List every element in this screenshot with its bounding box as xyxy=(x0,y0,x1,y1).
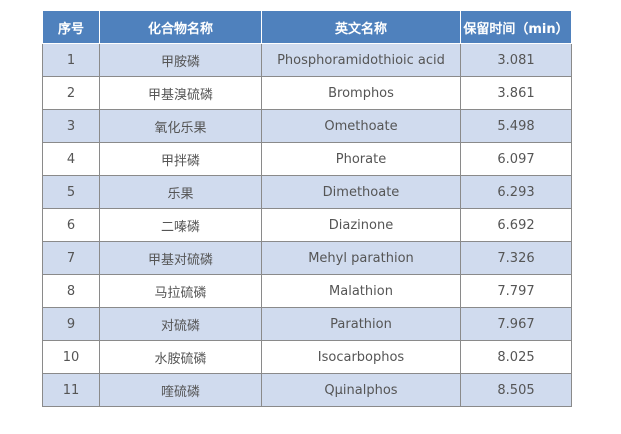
col-header-compound-name: 化合物名称 xyxy=(99,10,262,44)
cell-index: 5 xyxy=(42,175,100,209)
cell-index: 6 xyxy=(42,208,100,242)
cell-english-name: Phosphoramidothioic acid xyxy=(261,43,461,77)
cell-compound-name: 二嗪磷 xyxy=(99,208,262,242)
cell-retention-time: 3.081 xyxy=(460,43,572,77)
cell-index: 3 xyxy=(42,109,100,143)
table-row: 1 甲胺磷 Phosphoramidothioic acid 3.081 xyxy=(42,43,572,77)
cell-index: 11 xyxy=(42,373,100,407)
table-body: 1 甲胺磷 Phosphoramidothioic acid 3.081 2 甲基溴硫磷 B… xyxy=(42,43,572,407)
cell-english-name: Diazinone xyxy=(261,208,461,242)
cell-compound-name: 马拉硫磷 xyxy=(99,274,262,308)
cell-index: 4 xyxy=(42,142,100,176)
cell-retention-time: 6.293 xyxy=(460,175,572,209)
cell-english-name: Parathion xyxy=(261,307,461,341)
cell-retention-time: 7.797 xyxy=(460,274,572,308)
cell-retention-time: 5.498 xyxy=(460,109,572,143)
cell-index: 1 xyxy=(42,43,100,77)
cell-retention-time: 7.326 xyxy=(460,241,572,275)
cell-retention-time: 3.861 xyxy=(460,76,572,110)
table-row: 6 二嗪磷 Diazinone 6.692 xyxy=(42,208,572,242)
retention-time-table: 序号 化合物名称 英文名称 保留时间（min） 1 甲胺磷 Phosphoramid… xyxy=(42,10,572,407)
cell-compound-name: 喹硫磷 xyxy=(99,373,262,407)
cell-compound-name: 甲基对硫磷 xyxy=(99,241,262,275)
table-row: 2 甲基溴硫磷 Bromphos 3.861 xyxy=(42,76,572,110)
cell-english-name: Phorate xyxy=(261,142,461,176)
table-row: 10 水胺硫磷 Isocarbophos 8.025 xyxy=(42,340,572,374)
cell-compound-name: 乐果 xyxy=(99,175,262,209)
table-row: 9 对硫磷 Parathion 7.967 xyxy=(42,307,572,341)
table-row: 7 甲基对硫磷 Mehyl parathion 7.326 xyxy=(42,241,572,275)
cell-english-name: Malathion xyxy=(261,274,461,308)
cell-index: 9 xyxy=(42,307,100,341)
cell-english-name: Mehyl parathion xyxy=(261,241,461,275)
cell-compound-name: 水胺硫磷 xyxy=(99,340,262,374)
table-row: 11 喹硫磷 Qμinalphos 8.505 xyxy=(42,373,572,407)
cell-index: 10 xyxy=(42,340,100,374)
table-row: 5 乐果 Dimethoate 6.293 xyxy=(42,175,572,209)
cell-compound-name: 对硫磷 xyxy=(99,307,262,341)
cell-compound-name: 甲胺磷 xyxy=(99,43,262,77)
cell-retention-time: 6.097 xyxy=(460,142,572,176)
header-row: 序号 化合物名称 英文名称 保留时间（min） xyxy=(42,10,572,44)
cell-english-name: Dimethoate xyxy=(261,175,461,209)
col-header-english-name: 英文名称 xyxy=(261,10,461,44)
cell-index: 8 xyxy=(42,274,100,308)
cell-index: 7 xyxy=(42,241,100,275)
cell-retention-time: 8.025 xyxy=(460,340,572,374)
cell-english-name: Qμinalphos xyxy=(261,373,461,407)
cell-compound-name: 氧化乐果 xyxy=(99,109,262,143)
cell-english-name: Isocarbophos xyxy=(261,340,461,374)
col-header-index: 序号 xyxy=(42,10,100,44)
table-row: 8 马拉硫磷 Malathion 7.797 xyxy=(42,274,572,308)
cell-english-name: Omethoate xyxy=(261,109,461,143)
cell-index: 2 xyxy=(42,76,100,110)
table-row: 4 甲拌磷 Phorate 6.097 xyxy=(42,142,572,176)
cell-retention-time: 7.967 xyxy=(460,307,572,341)
cell-compound-name: 甲基溴硫磷 xyxy=(99,76,262,110)
col-header-retention-time: 保留时间（min） xyxy=(460,10,572,44)
table-row: 3 氧化乐果 Omethoate 5.498 xyxy=(42,109,572,143)
cell-retention-time: 6.692 xyxy=(460,208,572,242)
cell-compound-name: 甲拌磷 xyxy=(99,142,262,176)
cell-english-name: Bromphos xyxy=(261,76,461,110)
cell-retention-time: 8.505 xyxy=(460,373,572,407)
